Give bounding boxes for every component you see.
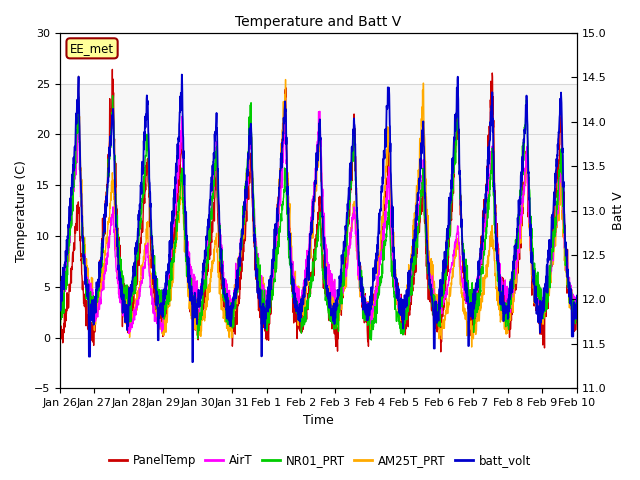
AM25T_PRT xyxy=(542,301,550,307)
AM25T_PRT xyxy=(468,344,476,350)
PanelTemp xyxy=(468,327,476,333)
batt_volt xyxy=(189,359,196,365)
Title: Temperature and Batt V: Temperature and Batt V xyxy=(235,15,401,29)
NR01_PRT xyxy=(573,311,580,316)
Legend: PanelTemp, AirT, NR01_PRT, AM25T_PRT, batt_volt: PanelTemp, AirT, NR01_PRT, AM25T_PRT, ba… xyxy=(104,449,536,472)
NR01_PRT xyxy=(200,277,208,283)
AirT xyxy=(468,306,476,312)
AirT xyxy=(316,108,324,114)
batt_volt xyxy=(200,258,208,264)
Text: EE_met: EE_met xyxy=(70,42,114,55)
AM25T_PRT xyxy=(75,73,83,79)
batt_volt xyxy=(178,72,186,77)
Line: AirT: AirT xyxy=(60,111,577,333)
Line: NR01_PRT: NR01_PRT xyxy=(60,96,577,340)
PanelTemp xyxy=(528,260,536,265)
AM25T_PRT xyxy=(200,314,208,320)
batt_volt xyxy=(333,303,341,309)
NR01_PRT xyxy=(528,236,536,241)
PanelTemp xyxy=(542,298,550,303)
PanelTemp xyxy=(333,317,341,323)
NR01_PRT xyxy=(344,217,352,223)
NR01_PRT xyxy=(56,316,63,322)
batt_volt xyxy=(528,253,536,259)
NR01_PRT xyxy=(333,322,341,327)
AirT xyxy=(125,330,133,336)
AirT xyxy=(573,307,580,312)
Line: AM25T_PRT: AM25T_PRT xyxy=(60,76,577,347)
NR01_PRT xyxy=(109,93,116,98)
AM25T_PRT xyxy=(573,316,580,322)
NR01_PRT xyxy=(468,296,476,302)
batt_volt xyxy=(345,192,353,197)
AirT xyxy=(200,275,208,281)
PanelTemp xyxy=(437,349,445,355)
AirT xyxy=(333,300,341,306)
Y-axis label: Temperature (C): Temperature (C) xyxy=(15,160,28,262)
PanelTemp xyxy=(200,286,208,292)
Line: PanelTemp: PanelTemp xyxy=(60,70,577,352)
NR01_PRT xyxy=(542,281,550,287)
NR01_PRT xyxy=(367,337,375,343)
AM25T_PRT xyxy=(468,330,476,336)
PanelTemp xyxy=(573,317,580,323)
AirT xyxy=(345,252,353,257)
batt_volt xyxy=(56,299,63,305)
AirT xyxy=(56,311,63,317)
AM25T_PRT xyxy=(333,308,341,313)
Line: batt_volt: batt_volt xyxy=(60,74,577,362)
Y-axis label: Batt V: Batt V xyxy=(612,192,625,230)
PanelTemp xyxy=(344,217,352,223)
AirT xyxy=(542,291,550,297)
Bar xyxy=(60,84,577,287)
AM25T_PRT xyxy=(56,300,63,306)
batt_volt xyxy=(573,293,580,299)
batt_volt xyxy=(468,316,476,322)
AM25T_PRT xyxy=(528,272,536,277)
PanelTemp xyxy=(109,67,116,72)
batt_volt xyxy=(542,274,550,279)
X-axis label: Time: Time xyxy=(303,414,333,427)
AM25T_PRT xyxy=(344,247,352,253)
PanelTemp xyxy=(56,333,63,339)
AirT xyxy=(528,255,536,261)
